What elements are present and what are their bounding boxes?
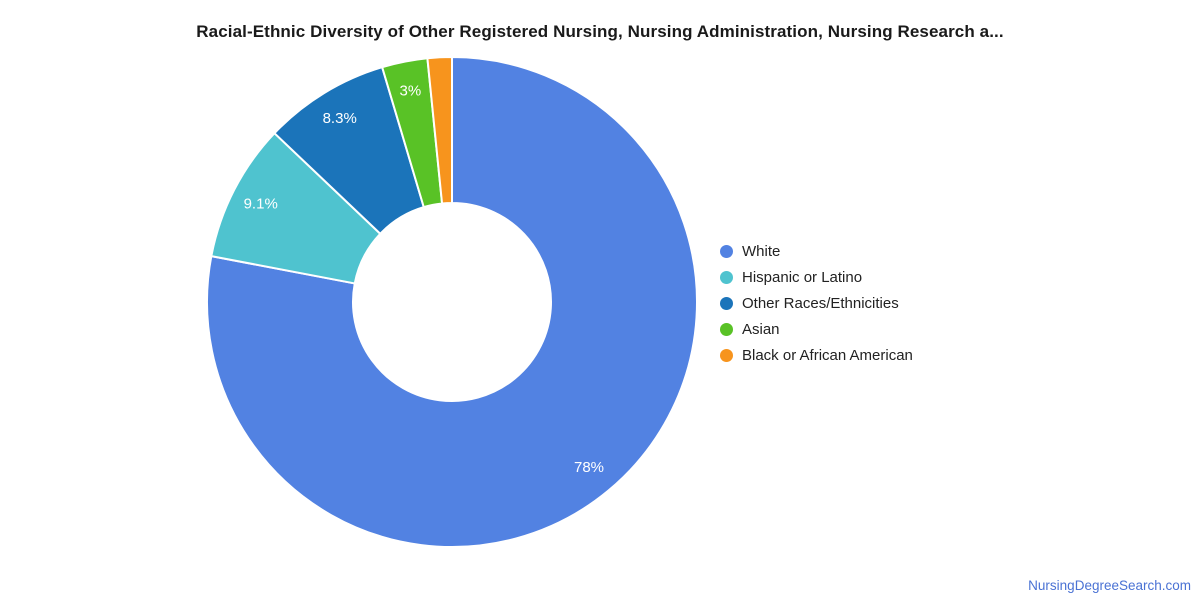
- legend-swatch-asian: [720, 322, 733, 336]
- pie-slice-black-or-african-american[interactable]: [426, 56, 453, 205]
- slice-label-hispanic-or-latino: 9.1%: [244, 195, 278, 212]
- slice-label-asian: 3%: [400, 83, 422, 100]
- legend-swatch-other-races-ethnicities: [720, 296, 733, 310]
- slice-label-other-races-ethnicities: 8.3%: [323, 110, 357, 127]
- slice-label-white: 78%: [574, 459, 604, 476]
- legend-item-black-or-african-american: Black or African American: [720, 342, 913, 368]
- legend-item-other-races-ethnicities: Other Races/Ethnicities: [720, 291, 913, 317]
- legend-item-white: White: [720, 239, 913, 265]
- chart-title: Racial-Ethnic Diversity of Other Registe…: [196, 22, 1004, 41]
- legend-swatch-black-or-african-american: [720, 348, 733, 362]
- legend-item-label: Hispanic or Latino: [742, 269, 863, 287]
- chart-legend: White Hispanic or Latino Other Races/Ethni…: [720, 239, 913, 368]
- pie-slice-white[interactable]: [206, 56, 698, 548]
- legend-item-label: Asian: [742, 320, 780, 338]
- legend-item-label: Black or African American: [742, 346, 913, 364]
- legend-swatch-white: [720, 245, 733, 259]
- legend-swatch-hispanic-or-latino: [720, 271, 733, 285]
- legend-item-label: Other Races/Ethnicities: [742, 294, 899, 312]
- watermark-link[interactable]: NursingDegreeSearch.com: [1028, 578, 1191, 593]
- legend-item-label: White: [742, 243, 781, 261]
- legend-item-asian: Asian: [720, 316, 913, 342]
- legend-item-hispanic-or-latino: Hispanic or Latino: [720, 265, 913, 291]
